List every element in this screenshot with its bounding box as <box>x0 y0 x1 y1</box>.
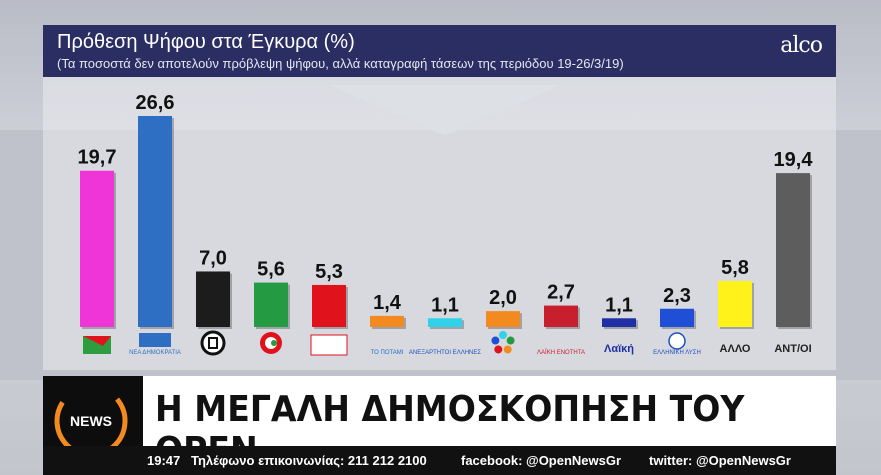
ticker-twitter: twitter: @OpenNewsGr <box>649 453 791 468</box>
news-logo-text: NEWS <box>70 413 112 429</box>
bar <box>718 280 752 327</box>
kke-logo-box <box>310 334 348 356</box>
ticker-facebook: facebook: @OpenNewsGr <box>461 453 622 468</box>
nd-logo-icon <box>139 333 171 347</box>
star-logo-dot <box>503 345 512 354</box>
bar <box>312 284 346 327</box>
meander-logo-icon <box>200 330 226 356</box>
bar-value-label: 19,4 <box>774 149 814 171</box>
bar <box>776 173 810 327</box>
bar <box>660 308 694 327</box>
ticker-bar: 19:47 Τηλέφωνο επικοινωνίας: 211 212 210… <box>43 446 836 475</box>
star-logo-dot <box>506 336 515 345</box>
bar-value-label: 26,6 <box>136 92 175 114</box>
bar-value-label: 2,7 <box>547 282 575 304</box>
bar-value-label: 5,6 <box>257 259 285 281</box>
elliniki-lysi-logo-icon <box>668 332 686 350</box>
bar-value-label: 2,3 <box>663 285 691 307</box>
bar-value-label: 2,0 <box>489 287 517 309</box>
star-logo-dot <box>499 331 507 339</box>
party-logo-area <box>365 331 409 361</box>
chart-subtitle: (Τα ποσοστά δεν αποτελούν πρόβλεψη ψήφου… <box>57 56 624 71</box>
chart-header: Πρόθεση Ψήφου στα Έγκυρα (%) (Τα ποσοστά… <box>43 25 836 77</box>
chart-title: Πρόθεση Ψήφου στα Έγκυρα (%) <box>57 31 355 53</box>
star-logo-dot <box>491 336 500 345</box>
bar <box>544 305 578 327</box>
syriza-flag-icon <box>83 336 111 346</box>
bar <box>254 282 288 327</box>
bar-value-label: 5,3 <box>315 261 343 283</box>
bar-value-label: 19,7 <box>78 147 117 169</box>
bar-value-label: 7,0 <box>199 247 227 269</box>
bottom-banner: Η ΜΕΓΑΛΗ ΔΗΜΟΣΚΟΠΗΣΗ ΤΟΥ OPEN <box>0 376 881 471</box>
party-logo-label: ΑΝΕΞΑΡΤΗΤΟΙ ΕΛΛΗΝΕΣ <box>409 350 481 356</box>
party-logo-label: ΤΟ ΠΟΤΑΜΙ <box>371 350 404 356</box>
party-logo-label: ΛΑΪΚΗ ΕΝΟΤΗΤΑ <box>537 349 585 356</box>
bar-value-label: 5,8 <box>721 257 749 279</box>
party-logo-label: ΑΝΤ/ΟΙ <box>774 343 811 355</box>
headline-strip <box>143 376 836 446</box>
kinal-dot-icon <box>271 340 277 346</box>
meander-inner-icon <box>208 337 218 349</box>
bar <box>138 116 172 327</box>
bar-value-label: 1,1 <box>605 294 633 316</box>
bar <box>370 315 404 327</box>
party-logo-label: ΑΛΛΟ <box>720 343 751 355</box>
ticker-time: 19:47 <box>147 453 181 468</box>
party-logo-label: ΝΕΑ ΔΗΜΟΚΡΑΤΙΑ <box>129 350 181 356</box>
party-logo-area <box>423 331 467 361</box>
ticker-phone: Τηλέφωνο επικοινωνίας: 211 212 2100 <box>191 453 427 468</box>
party-logo-label: ΕΛΛΗΝΙΚΗ ΛΥΣΗ <box>653 350 701 356</box>
bar <box>486 311 520 327</box>
bar <box>428 318 462 327</box>
alco-logo: alco <box>780 33 823 58</box>
chart-panel <box>43 25 836 370</box>
bar <box>80 170 114 327</box>
party-logo-label: Λαϊκή <box>604 343 634 355</box>
party-logo-area <box>539 331 583 361</box>
star-logo-dot <box>494 345 503 354</box>
bar <box>196 271 230 327</box>
bar-value-label: 1,4 <box>373 292 402 314</box>
bar <box>602 318 636 327</box>
bar-value-label: 1,1 <box>431 294 459 316</box>
